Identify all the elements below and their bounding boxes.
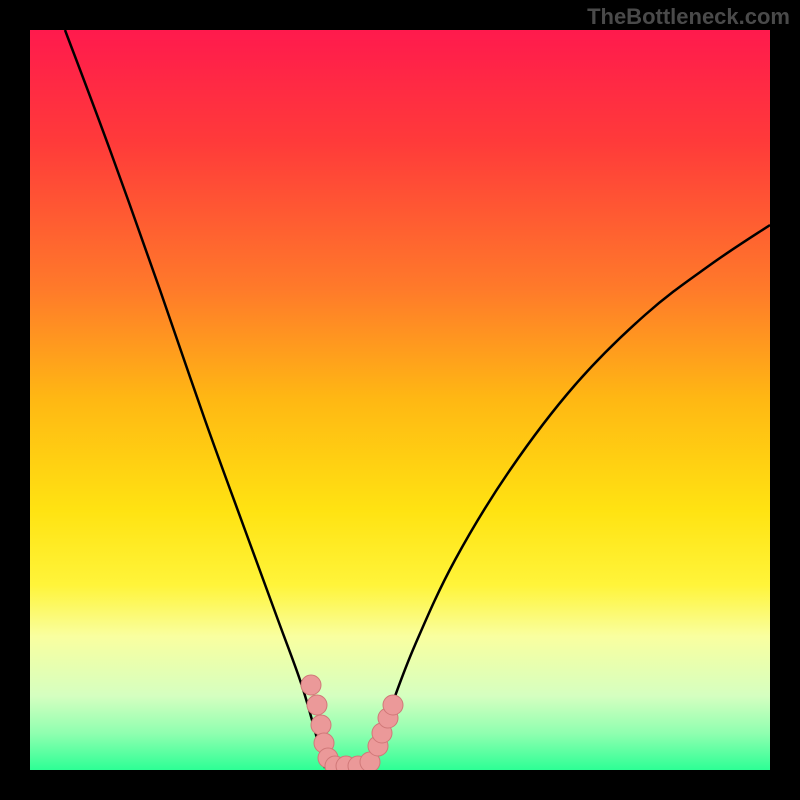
watermark-text: TheBottleneck.com: [587, 4, 790, 30]
valley-marker: [307, 695, 327, 715]
bottleneck-chart: [0, 0, 800, 800]
valley-marker: [301, 675, 321, 695]
valley-marker: [311, 715, 331, 735]
chart-frame: TheBottleneck.com: [0, 0, 800, 800]
chart-background-gradient: [30, 30, 770, 770]
valley-marker: [383, 695, 403, 715]
